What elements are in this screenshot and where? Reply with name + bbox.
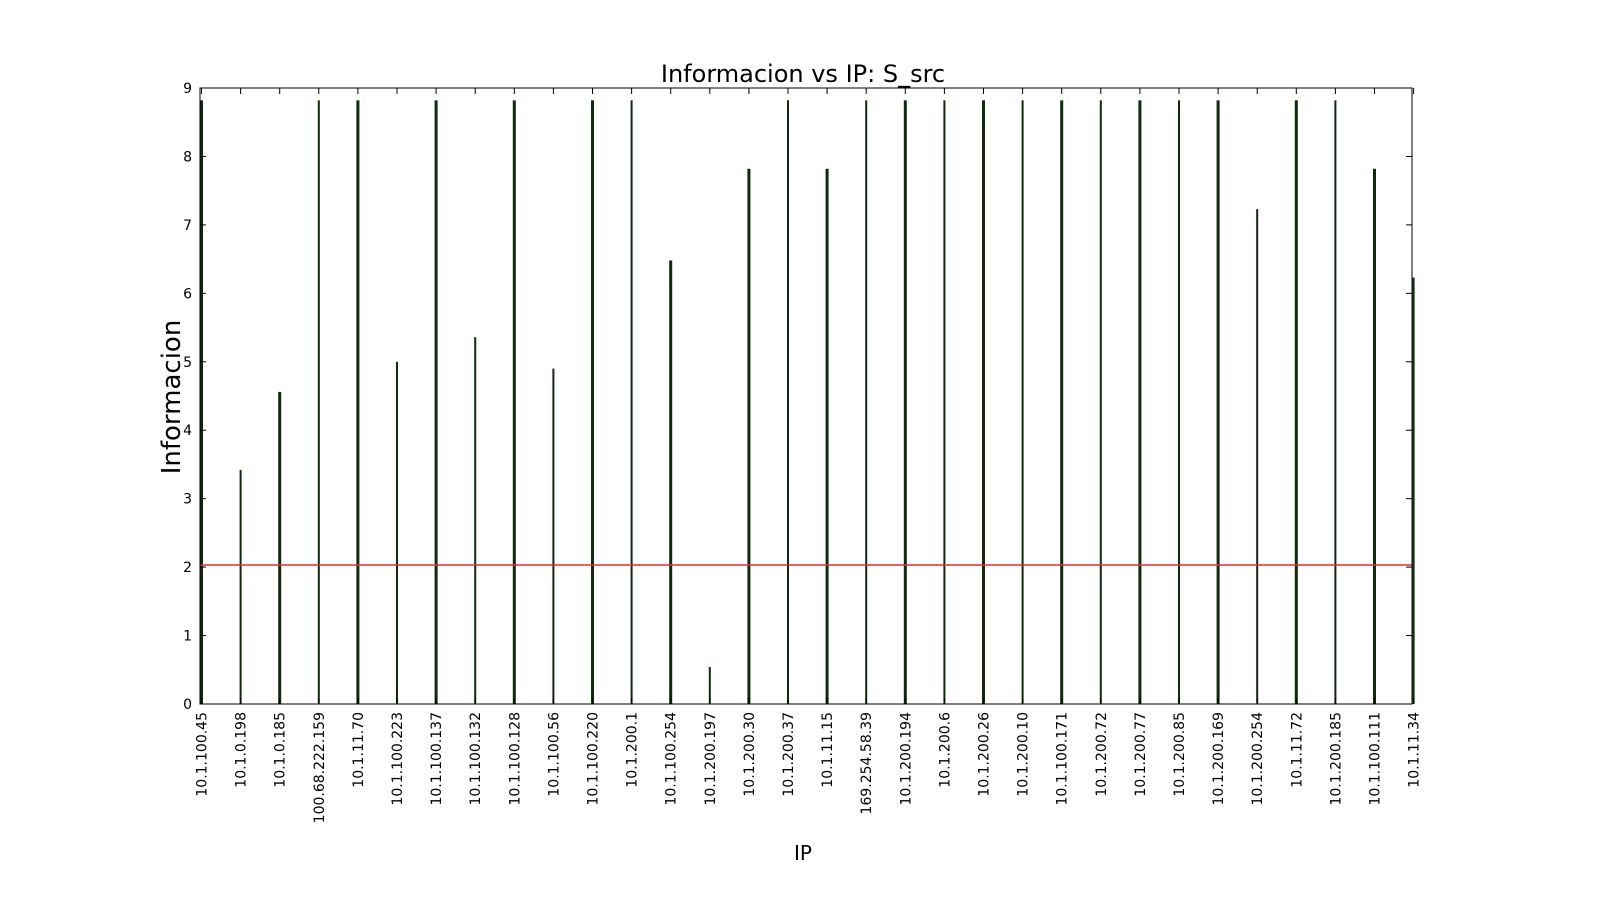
y-axis-label: Informacion — [157, 320, 187, 475]
bar — [200, 100, 203, 704]
bar — [787, 100, 789, 704]
x-tick-label: 10.1.200.72 — [1094, 712, 1110, 797]
x-tick-label: 10.1.100.132 — [468, 712, 484, 806]
bar — [396, 361, 398, 704]
x-tick-label: 10.1.200.77 — [1133, 712, 1149, 797]
bar — [591, 100, 594, 704]
x-tick-label: 10.1.11.72 — [1289, 712, 1305, 788]
bar — [552, 368, 555, 704]
x-tick-label: 10.1.200.37 — [781, 712, 797, 797]
chart-title: Informacion vs IP: S_src — [661, 60, 945, 88]
x-tick-label: 10.1.200.85 — [1172, 712, 1188, 797]
bar — [669, 260, 673, 704]
x-tick-label: 169.254.58.39 — [859, 712, 875, 814]
bar — [1138, 100, 1142, 704]
bar — [278, 391, 282, 704]
x-tick-label: 10.1.100.128 — [507, 712, 523, 806]
y-tick-label: 8 — [183, 149, 192, 165]
bar — [903, 100, 907, 704]
y-ticks-group: 0 1 2 3 4 5 6 7 8 9 — [183, 81, 1412, 713]
x-axis-label: IP — [794, 841, 812, 865]
x-tick-label: 10.1.100.56 — [546, 712, 562, 797]
y-tick-label: 1 — [183, 629, 192, 645]
bar — [1216, 100, 1220, 704]
y-tick-label: 5 — [183, 355, 192, 371]
x-tick-label: 10.1.200.1 — [625, 712, 641, 788]
x-tick-label: 10.1.100.137 — [429, 712, 445, 806]
bar — [630, 100, 633, 704]
x-tick-label: 10.1.0.185 — [273, 712, 289, 788]
y-tick-label: 2 — [183, 560, 192, 576]
y-tick-label: 7 — [183, 218, 192, 234]
bar — [982, 100, 985, 704]
x-tick-label: 10.1.100.111 — [1368, 712, 1384, 806]
y-tick-label: 9 — [183, 81, 192, 97]
x-tick-label: 10.1.11.15 — [820, 712, 836, 788]
bar — [865, 100, 868, 704]
bar — [1021, 100, 1024, 704]
x-tick-label: 10.1.200.197 — [703, 712, 719, 806]
bar — [474, 337, 477, 704]
x-tick-label: 10.1.0.198 — [234, 712, 250, 788]
x-tick-label: 100.68.222.159 — [312, 712, 328, 823]
bar — [1334, 100, 1337, 704]
y-tick-label: 6 — [183, 286, 192, 302]
x-tick-label: 10.1.200.10 — [1016, 712, 1032, 797]
bar — [434, 100, 438, 704]
bar — [943, 100, 946, 704]
bar — [239, 469, 242, 704]
y-tick-label: 0 — [183, 697, 192, 713]
bar — [1412, 277, 1415, 704]
x-tick-label: 10.1.200.169 — [1211, 712, 1227, 806]
y-tick-label: 3 — [183, 492, 192, 508]
bar — [512, 100, 516, 704]
bar — [825, 168, 829, 704]
x-tick-label: 10.1.100.171 — [1055, 712, 1071, 806]
bar — [708, 667, 711, 704]
x-ticks-group: 10.1.100.45 10.1.0.198 10.1.0.185 100.68.22… — [195, 88, 1423, 823]
x-tick-label: 10.1.200.254 — [1250, 712, 1266, 806]
x-tick-label: 10.1.200.26 — [977, 712, 993, 797]
x-tick-label: 10.1.11.34 — [1407, 712, 1423, 788]
bar — [1373, 168, 1376, 704]
x-tick-label: 10.1.100.45 — [195, 712, 211, 797]
bar — [1099, 100, 1102, 704]
x-tick-label: 10.1.100.223 — [390, 712, 406, 806]
x-tick-label: 10.1.200.30 — [742, 712, 758, 797]
bar — [317, 100, 320, 704]
x-tick-label: 10.1.200.6 — [937, 712, 953, 788]
bar — [1256, 209, 1259, 704]
x-tick-label: 10.1.100.254 — [664, 712, 680, 806]
bar — [747, 168, 751, 704]
x-tick-label: 10.1.200.185 — [1328, 712, 1344, 806]
bar — [356, 100, 360, 704]
bar — [1060, 100, 1064, 704]
bar — [1294, 100, 1298, 704]
bars-group — [200, 100, 1415, 704]
y-tick-label: 4 — [183, 423, 192, 439]
plot-frame — [199, 87, 1413, 705]
x-tick-label: 10.1.200.194 — [898, 712, 914, 806]
x-tick-label: 10.1.100.220 — [586, 712, 602, 806]
bar — [1178, 100, 1180, 704]
x-tick-label: 10.1.11.70 — [351, 712, 367, 788]
